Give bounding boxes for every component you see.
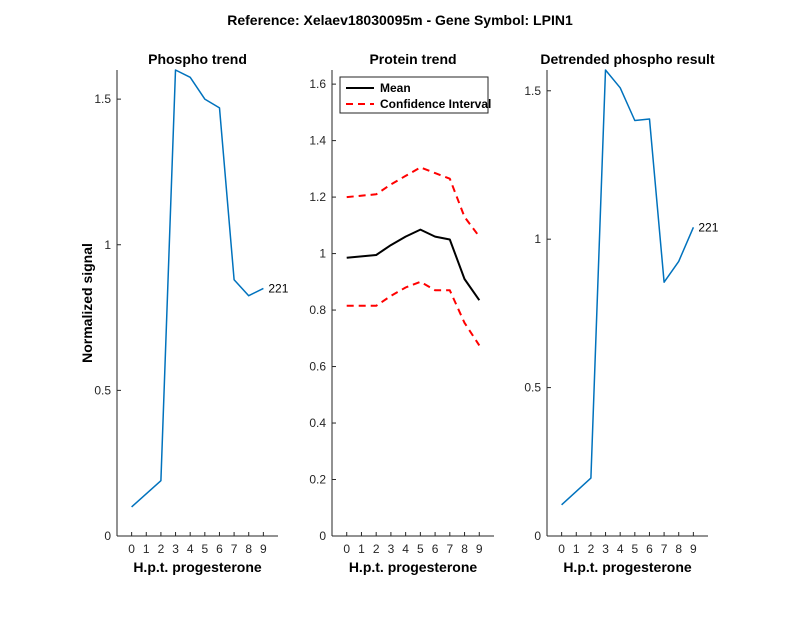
x-tick-label: 6 (432, 542, 439, 556)
x-tick-label: 9 (476, 542, 483, 556)
series-line-1 (346, 228, 481, 301)
x-tick-label: 9 (690, 542, 697, 556)
x-axis-label: H.p.t. progesterone (563, 559, 692, 575)
x-tick-label: 6 (216, 542, 223, 556)
legend-label: Confidence Interval (380, 97, 491, 111)
x-axis-label: H.p.t. progesterone (349, 559, 478, 575)
x-tick-label: 7 (231, 542, 238, 556)
y-tick-label: 0.2 (309, 473, 326, 487)
x-tick-label: 2 (588, 542, 595, 556)
x-tick-label: 5 (631, 542, 638, 556)
y-tick-label: 1 (104, 238, 111, 252)
y-tick-label: 1.4 (309, 134, 326, 148)
x-tick-label: 8 (461, 542, 468, 556)
y-tick-label: 1.5 (94, 92, 111, 106)
y-tick-label: 0.8 (309, 303, 326, 317)
chart-panel-2: 0 1 2 3 4 5 6 7 8 900.20.40.60.811.21.41.6Protein… (309, 51, 494, 575)
legend: Mean Confidence Interval (339, 76, 491, 114)
x-tick-label: 3 (602, 542, 609, 556)
x-tick-label: 0 (343, 542, 350, 556)
y-tick-label: 1.2 (309, 190, 326, 204)
point-annotation: 221 (698, 220, 718, 234)
x-tick-label: 1 (358, 542, 365, 556)
chart-title: Detrended phospho result (540, 51, 715, 67)
x-tick-label: 9 (260, 542, 267, 556)
figure-suptitle: Reference: Xelaev18030095m - Gene Symbol… (227, 12, 573, 28)
y-tick-label: 1 (319, 247, 326, 261)
x-tick-label: 5 (417, 542, 424, 556)
x-tick-label: 8 (245, 542, 252, 556)
x-axis-label: H.p.t. progesterone (133, 559, 262, 575)
legend-label: Mean (380, 81, 411, 95)
y-tick-label: 1.5 (524, 84, 541, 98)
x-tick-label: 0 (128, 542, 135, 556)
x-tick-label: 8 (675, 542, 682, 556)
series-line-2 (346, 166, 481, 238)
x-tick-label: 0 (558, 542, 565, 556)
x-tick-label: 3 (388, 542, 395, 556)
x-tick-label: 4 (187, 542, 194, 556)
series-line-3 (346, 280, 481, 346)
y-tick-label: 1 (534, 232, 541, 246)
y-tick-label: 0 (319, 529, 326, 543)
x-tick-label: 5 (201, 542, 208, 556)
x-tick-label: 3 (172, 542, 179, 556)
series-line-1 (561, 69, 695, 506)
x-tick-label: 7 (661, 542, 668, 556)
x-tick-label: 6 (646, 542, 653, 556)
chart-title: Phospho trend (148, 51, 247, 67)
series-line-1 (131, 69, 264, 508)
x-tick-label: 7 (446, 542, 453, 556)
y-tick-label: 0.5 (524, 381, 541, 395)
y-tick-label: 0.4 (309, 416, 326, 430)
x-tick-label: 4 (617, 542, 624, 556)
x-tick-label: 2 (373, 542, 380, 556)
y-tick-label: 0 (104, 529, 111, 543)
point-annotation: 221 (268, 281, 288, 295)
y-tick-label: 0.5 (94, 383, 111, 397)
y-tick-label: 1.6 (309, 77, 326, 91)
y-tick-label: 0.6 (309, 360, 326, 374)
x-tick-label: 4 (402, 542, 409, 556)
chart-title: Protein trend (369, 51, 456, 67)
legend-box (339, 76, 489, 114)
y-tick-label: 0 (534, 529, 541, 543)
x-tick-label: 1 (143, 542, 150, 556)
x-tick-label: 2 (158, 542, 165, 556)
x-tick-label: 1 (573, 542, 580, 556)
y-axis-label: Normalized signal (79, 243, 95, 363)
